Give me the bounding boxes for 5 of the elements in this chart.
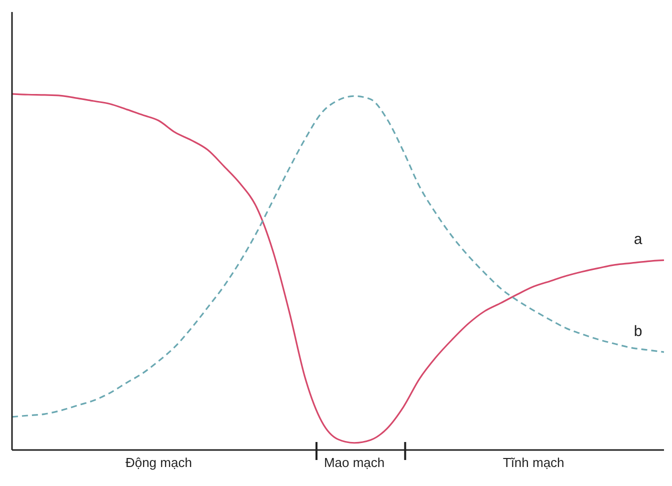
x-tick-label: Động mạch — [125, 455, 192, 470]
series-label: b — [634, 323, 642, 340]
x-tick-label: Mao mạch — [324, 455, 385, 470]
series-label: a — [634, 231, 643, 248]
x-tick-label: Tĩnh mạch — [502, 455, 564, 470]
